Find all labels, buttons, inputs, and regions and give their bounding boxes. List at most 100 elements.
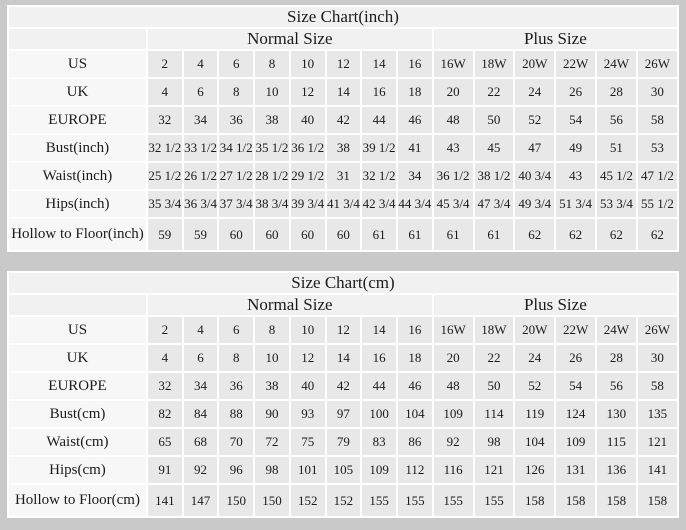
size-cell: 114 (474, 401, 514, 427)
size-cell: 82 (147, 401, 182, 427)
table-row: Hips(cm) 91 92 96 98 101 105 109 112 116 121 126 131… (9, 457, 677, 483)
size-cell: 141 (147, 485, 182, 516)
size-cell: 72 (255, 429, 289, 455)
size-cell: 39 3/4 (290, 191, 325, 217)
size-cell: 52 (515, 373, 555, 399)
size-cell: 100 (362, 401, 396, 427)
size-cell: 20W (515, 317, 555, 343)
size-cell: 65 (147, 429, 182, 455)
size-cell: 35 3/4 (147, 191, 182, 217)
size-cell: 8 (255, 317, 289, 343)
size-cell: 51 3/4 (556, 191, 595, 217)
size-cell: 16 (397, 317, 432, 343)
size-cell: 35 1/2 (255, 135, 289, 161)
table-row: UK 4 6 8 10 12 14 16 18 20 22 24 26 28 30 (9, 345, 677, 371)
size-cell: 158 (637, 485, 677, 516)
size-cell: 36 1/2 (433, 163, 473, 189)
size-cell: 50 (474, 107, 514, 133)
size-cell: 8 (219, 79, 254, 105)
size-cell: 38 1/2 (474, 163, 514, 189)
size-cell: 70 (219, 429, 254, 455)
table-row: Hips(inch) 35 3/4 36 3/4 37 3/4 38 3/4 39 3/4… (9, 191, 677, 217)
size-cell: 61 (362, 219, 396, 250)
size-chart-inch-table: Size Chart(inch) Normal Size Plus Size US 2 4… (7, 5, 679, 252)
size-cell: 75 (290, 429, 325, 455)
size-cell: 34 (397, 163, 432, 189)
table-row: Waist(cm) 65 68 70 72 75 79 83 86 92 98 104 109 115 12… (9, 429, 677, 455)
row-label: US (9, 51, 146, 77)
size-cell: 14 (362, 51, 396, 77)
size-cell: 36 (219, 107, 254, 133)
size-cell: 91 (147, 457, 182, 483)
size-cell: 104 (397, 401, 432, 427)
size-cell: 147 (183, 485, 218, 516)
size-cell: 24W (597, 317, 636, 343)
size-cell: 6 (183, 345, 218, 371)
size-cell: 112 (397, 457, 432, 483)
table-row: Bust(cm) 82 84 88 90 93 97 100 104 109 114 119 124 13… (9, 401, 677, 427)
size-cell: 150 (219, 485, 254, 516)
size-cell: 10 (255, 345, 289, 371)
size-cell: 4 (147, 345, 182, 371)
size-cell: 45 1/2 (597, 163, 636, 189)
size-cell: 46 (397, 373, 432, 399)
size-cell: 14 (326, 79, 361, 105)
size-cell: 60 (255, 219, 289, 250)
size-cell: 20 (433, 345, 473, 371)
size-cell: 98 (474, 429, 514, 455)
size-cell: 93 (290, 401, 325, 427)
table-title: Size Chart(cm) (9, 273, 677, 293)
size-cell: 92 (433, 429, 473, 455)
size-cell: 36 (219, 373, 254, 399)
size-cell: 10 (290, 317, 325, 343)
size-cell: 40 (290, 107, 325, 133)
size-cell: 45 3/4 (433, 191, 473, 217)
size-cell: 62 (597, 219, 636, 250)
size-cell: 44 3/4 (397, 191, 432, 217)
size-cell: 131 (556, 457, 596, 483)
size-cell: 79 (326, 429, 361, 455)
size-cell: 62 (515, 219, 555, 250)
size-cell: 58 (637, 373, 677, 399)
size-cell: 56 (597, 107, 636, 133)
size-cell: 105 (326, 457, 361, 483)
size-cell: 44 (362, 373, 396, 399)
size-cell: 25 1/2 (147, 163, 182, 189)
size-cell: 121 (474, 457, 514, 483)
size-cell: 115 (597, 429, 636, 455)
size-cell: 4 (183, 317, 218, 343)
title-row: Size Chart(cm) (9, 273, 677, 293)
size-cell: 18 (397, 79, 432, 105)
table-row: Waist(inch) 25 1/2 26 1/2 27 1/2 28 1/2 29 1/… (9, 163, 677, 189)
size-cell: 32 1/2 (362, 163, 396, 189)
row-label: UK (9, 79, 146, 105)
size-cell: 109 (556, 429, 596, 455)
size-cell: 90 (255, 401, 289, 427)
size-cell: 30 (637, 79, 677, 105)
size-cell: 37 3/4 (219, 191, 254, 217)
size-cell: 60 (290, 219, 325, 250)
size-cell: 47 (515, 135, 555, 161)
row-label: Hollow to Floor(cm) (9, 485, 146, 516)
size-cell: 56 (597, 373, 636, 399)
size-cell: 30 (637, 345, 677, 371)
size-cell: 52 (515, 107, 555, 133)
size-cell: 136 (597, 457, 636, 483)
row-label: Bust(cm) (9, 401, 146, 427)
size-cell: 39 1/2 (362, 135, 396, 161)
table-row: EUROPE 32 34 36 38 40 42 44 46 48 50 52 54 56 58 (9, 373, 677, 399)
row-label: Waist(inch) (9, 163, 146, 189)
size-cell: 43 (556, 163, 595, 189)
size-cell: 96 (219, 457, 254, 483)
row-label: Bust(inch) (9, 135, 146, 161)
table-row: EUROPE 32 34 36 38 40 42 44 46 48 50 52 54 56 58 (9, 107, 677, 133)
size-cell: 46 (397, 107, 432, 133)
size-cell: 59 (183, 219, 218, 250)
size-cell: 18 (397, 345, 432, 371)
size-cell: 31 (326, 163, 361, 189)
size-cell: 6 (183, 79, 218, 105)
table-row: UK 4 6 8 10 12 14 16 18 20 22 24 26 28 30 (9, 79, 677, 105)
table-row: US 2 4 6 8 10 12 14 16 16W 18W 20W 22W 24W 26W (9, 51, 677, 77)
size-cell: 60 (326, 219, 361, 250)
size-cell: 8 (255, 51, 289, 77)
